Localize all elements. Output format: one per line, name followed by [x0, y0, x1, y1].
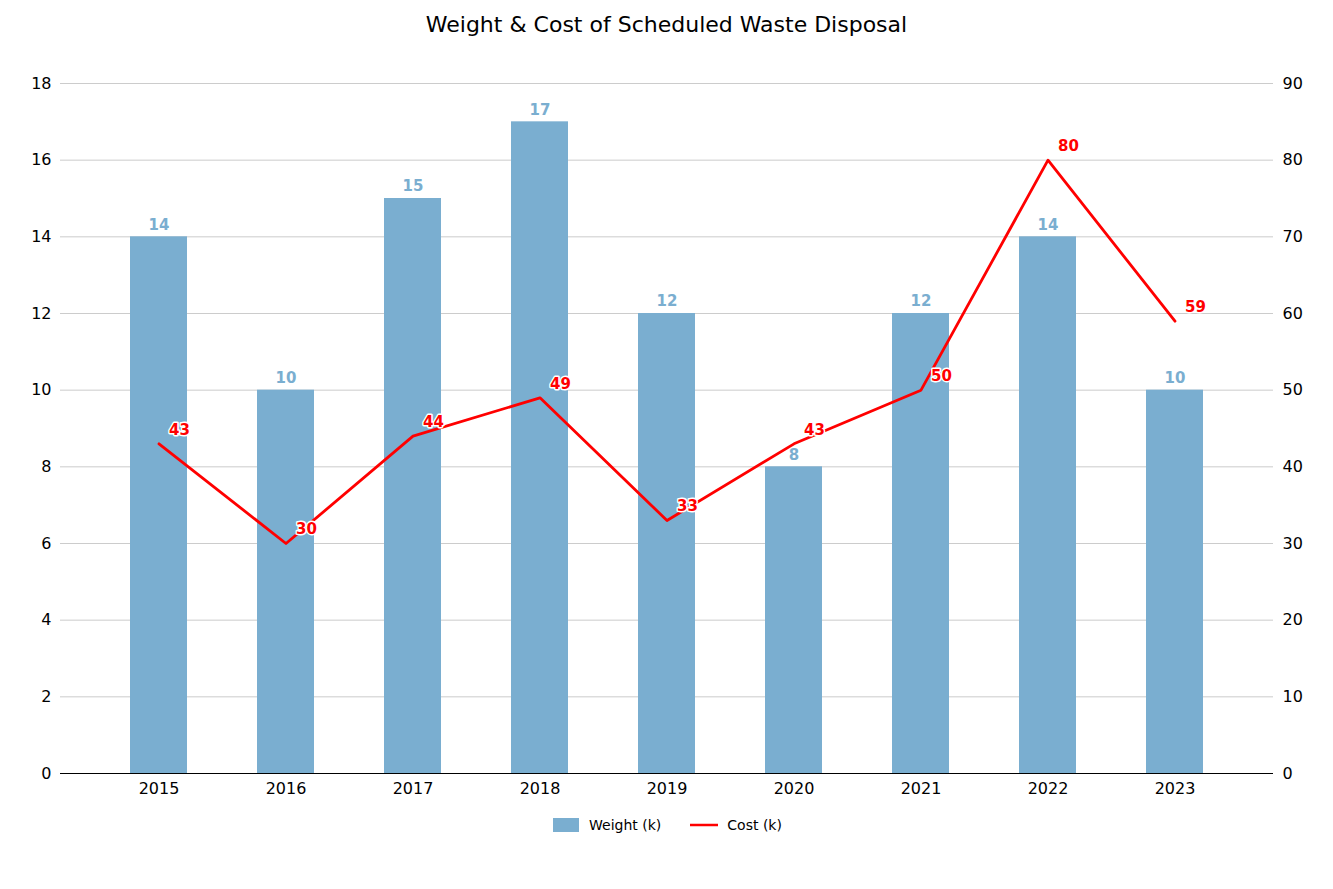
- svg-text:14: 14: [31, 227, 51, 246]
- svg-text:16: 16: [31, 150, 51, 169]
- svg-text:2023: 2023: [1155, 779, 1196, 798]
- svg-text:12: 12: [911, 292, 932, 310]
- svg-text:10: 10: [31, 380, 51, 399]
- svg-text:12: 12: [31, 304, 51, 323]
- svg-text:15: 15: [403, 177, 424, 195]
- svg-text:4: 4: [41, 610, 51, 629]
- svg-text:2016: 2016: [266, 779, 307, 798]
- svg-text:14: 14: [1038, 216, 1059, 234]
- svg-text:70: 70: [1283, 227, 1303, 246]
- svg-text:40: 40: [1283, 457, 1303, 476]
- svg-text:14: 14: [149, 216, 170, 234]
- svg-text:10: 10: [1283, 687, 1303, 706]
- svg-text:2018: 2018: [520, 779, 561, 798]
- html-text:Weight (k): Weight (k): [589, 817, 662, 833]
- svg-text:2017: 2017: [393, 779, 434, 798]
- svg-text:2020: 2020: [774, 779, 815, 798]
- svg-text:2015: 2015: [139, 779, 180, 798]
- svg-text:0: 0: [1283, 764, 1293, 783]
- svg-text:49: 49: [550, 375, 571, 393]
- svg-text:33: 33: [677, 497, 698, 515]
- svg-text:2022: 2022: [1028, 779, 1069, 798]
- html-text:Weight & Cost of Scheduled Was: Weight & Cost of Scheduled Waste Disposa…: [425, 12, 908, 37]
- svg-text:17: 17: [530, 101, 551, 119]
- svg-text:90: 90: [1283, 74, 1303, 93]
- svg-text:59: 59: [1185, 298, 1206, 316]
- svg-text:20: 20: [1283, 610, 1303, 629]
- svg-text:8: 8: [789, 446, 799, 464]
- svg-text:0: 0: [41, 764, 51, 783]
- svg-text:30: 30: [296, 520, 317, 538]
- svg-text:10: 10: [276, 369, 297, 387]
- svg-text:80: 80: [1058, 137, 1079, 155]
- svg-text:2019: 2019: [647, 779, 688, 798]
- svg-text:8: 8: [41, 457, 51, 476]
- svg-text:30: 30: [1283, 534, 1303, 553]
- svg-text:18: 18: [31, 74, 51, 93]
- svg-text:43: 43: [169, 421, 190, 439]
- svg-text:50: 50: [931, 367, 952, 385]
- svg-text:10: 10: [1165, 369, 1186, 387]
- svg-text:43: 43: [804, 421, 825, 439]
- svg-text:2021: 2021: [901, 779, 942, 798]
- svg-text:12: 12: [657, 292, 678, 310]
- svg-text:2: 2: [41, 687, 51, 706]
- svg-text:80: 80: [1283, 150, 1303, 169]
- svg-text:60: 60: [1283, 304, 1303, 323]
- svg-text:6: 6: [41, 534, 51, 553]
- html-text:Cost (k): Cost (k): [727, 817, 782, 833]
- svg-text:44: 44: [423, 413, 444, 431]
- svg-text:50: 50: [1283, 380, 1303, 399]
